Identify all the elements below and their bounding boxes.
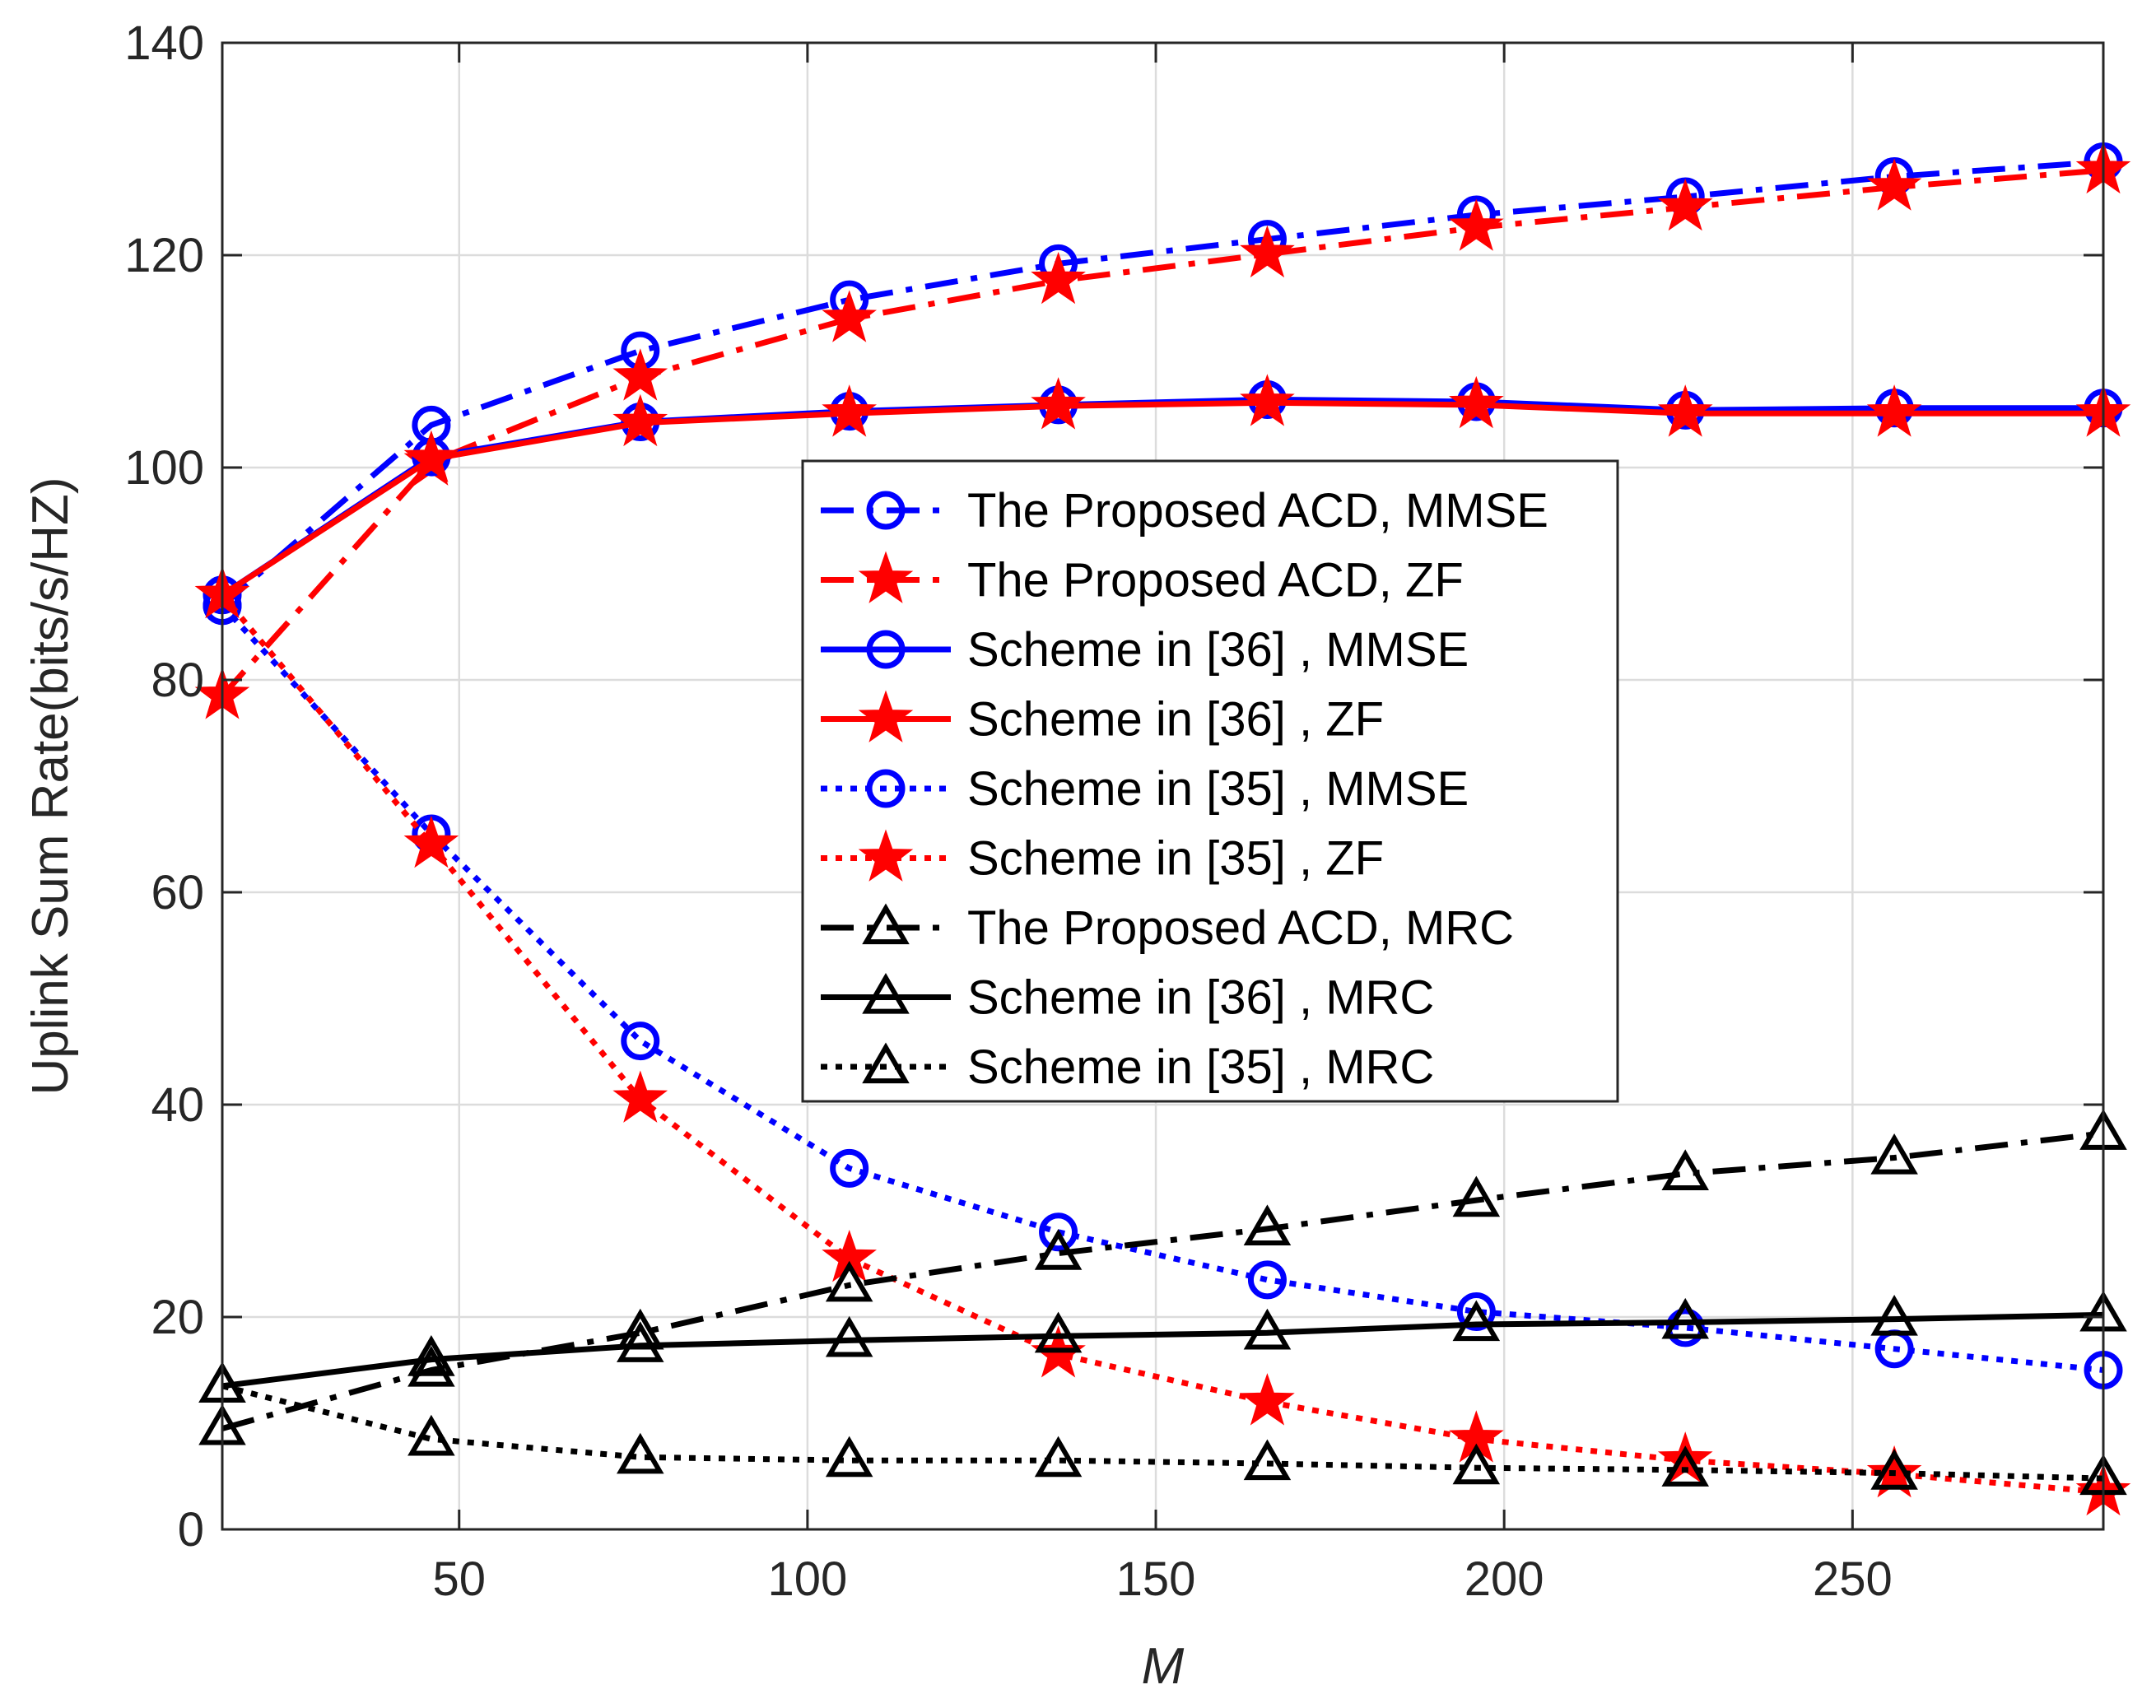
x-tick-label: 100 bbox=[767, 1552, 847, 1606]
y-tick-label: 0 bbox=[178, 1503, 204, 1557]
x-tick-label: 50 bbox=[432, 1552, 486, 1606]
y-tick-label: 120 bbox=[124, 229, 204, 282]
legend-label: Scheme in [36] , MRC bbox=[967, 971, 1434, 1025]
x-axis-title: M bbox=[1142, 1638, 1185, 1695]
y-tick-label: 140 bbox=[124, 16, 204, 70]
legend-label: Scheme in [35] , MMSE bbox=[967, 762, 1469, 816]
x-tick-label: 250 bbox=[1813, 1552, 1893, 1606]
legend-label: Scheme in [36] , ZF bbox=[967, 693, 1384, 747]
y-tick-label: 80 bbox=[151, 654, 204, 707]
legend-label: The Proposed ACD, MMSE bbox=[967, 484, 1548, 538]
y-tick-label: 40 bbox=[151, 1078, 204, 1132]
chart: 50 100 150 200 250 0 20 40 60 80 100 120 140 M Uplin… bbox=[0, 0, 2156, 1708]
legend: The Proposed ACD, MMSE The Proposed ACD, … bbox=[803, 461, 1618, 1101]
legend-label: The Proposed ACD, MRC bbox=[967, 901, 1514, 955]
x-tick-label: 150 bbox=[1116, 1552, 1196, 1606]
legend-label: Scheme in [35] , ZF bbox=[967, 832, 1384, 886]
x-tick-label: 200 bbox=[1464, 1552, 1544, 1606]
y-axis-title: Uplink Sum Rate(bits/s/HZ) bbox=[22, 477, 79, 1095]
legend-label: Scheme in [36] , MMSE bbox=[967, 623, 1469, 677]
y-tick-label: 60 bbox=[151, 866, 204, 919]
y-tick-label: 100 bbox=[124, 441, 204, 495]
legend-label: The Proposed ACD, ZF bbox=[967, 554, 1464, 607]
legend-label: Scheme in [35] , MRC bbox=[967, 1040, 1434, 1094]
y-tick-label: 20 bbox=[151, 1291, 204, 1344]
